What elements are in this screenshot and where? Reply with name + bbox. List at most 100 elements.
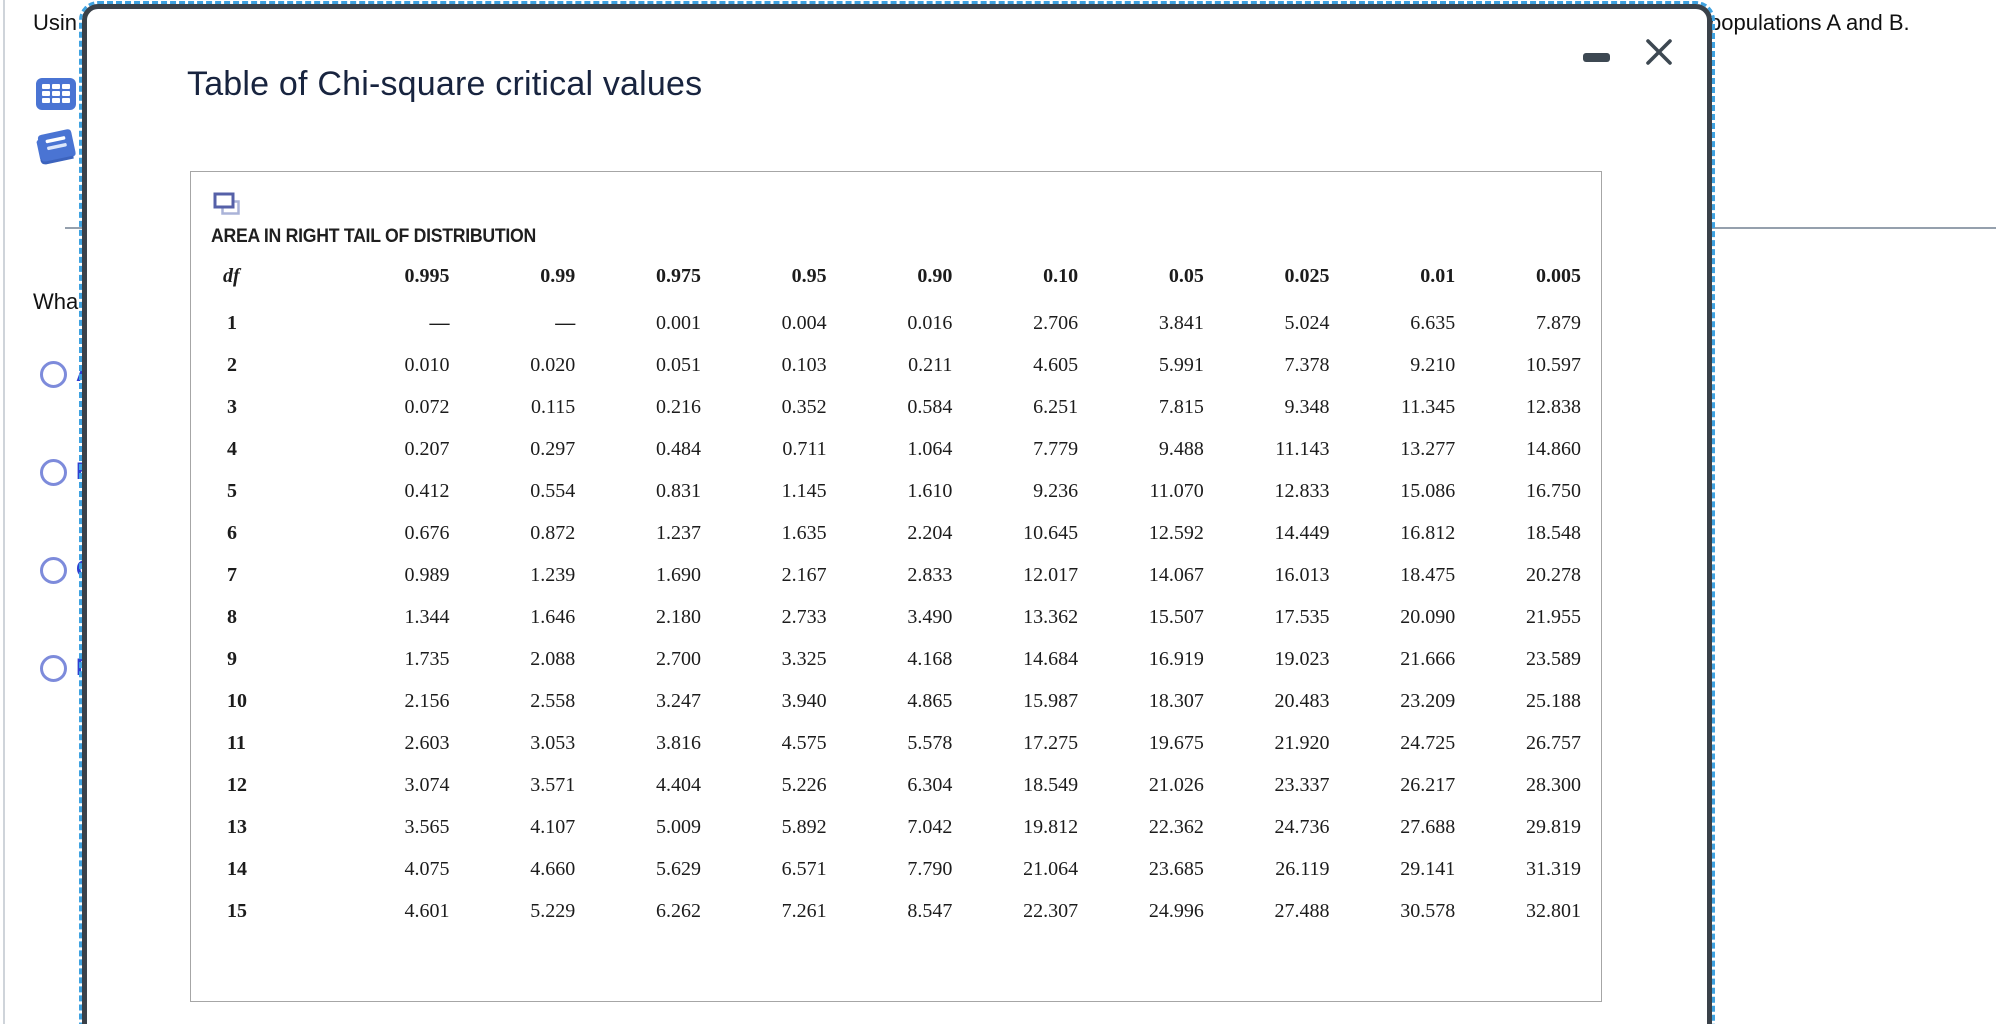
column-header: 0.10 [1043, 265, 1079, 287]
table-cell: 24.736 [1274, 815, 1330, 838]
question-intro-text-right: populations A and B. [1709, 10, 1910, 35]
table-row: 6 0.676 0.872 1.237 1.635 2.204 10.645 12.592 14… [209, 512, 1583, 554]
table-cell: 16.750 [1526, 479, 1581, 502]
table-cell: 16.812 [1400, 521, 1456, 544]
table-cell: 10.597 [1526, 353, 1581, 376]
chi-square-table-image: AREA IN RIGHT TAIL OF DISTRIBUTION df 0.9… [190, 171, 1602, 1002]
table-cell: 0.412 [404, 479, 450, 502]
table-cell: 3.325 [781, 647, 827, 670]
table-row: 12 3.074 3.571 4.404 5.226 6.304 18.549 21.026 2… [209, 764, 1583, 806]
column-header: 0.05 [1168, 265, 1204, 287]
table-cell: 0.584 [907, 395, 953, 418]
table-cell: 5.009 [655, 815, 701, 838]
table-cell: 0.989 [404, 563, 450, 586]
table-cell: 7.042 [907, 815, 953, 838]
table-cell: 1.690 [655, 563, 701, 586]
minimize-icon[interactable] [1583, 53, 1610, 62]
table-cell: 12.017 [1023, 563, 1079, 586]
table-cell: 0.072 [404, 395, 450, 418]
table-cell: 0.711 [782, 437, 827, 460]
table-cell: 15.086 [1400, 479, 1456, 502]
table-cell: 2.156 [404, 689, 450, 712]
table-cell: 2.088 [530, 647, 576, 670]
table-cell: 17.275 [1023, 731, 1079, 754]
table-cell: 18.548 [1526, 521, 1581, 544]
table-cell: 7.779 [1033, 437, 1079, 460]
copy-icon[interactable] [213, 192, 241, 216]
table-row: 11 2.603 3.053 3.816 4.575 5.578 17.275 19.675 2… [209, 722, 1583, 764]
df-value: 14 [227, 857, 247, 880]
table-header-row: df 0.995 0.99 0.975 0.95 0.90 0.10 0.05 0.025 0.0… [209, 262, 1583, 302]
table-cell: 13.362 [1023, 605, 1079, 628]
table-cell: 0.004 [781, 311, 827, 334]
table-cell: 16.919 [1148, 647, 1204, 670]
df-value: 9 [227, 647, 237, 670]
df-value: 12 [227, 773, 247, 796]
table-cell: 28.300 [1526, 773, 1581, 796]
table-cell: 1.344 [404, 605, 450, 628]
table-cell: 1.239 [530, 563, 576, 586]
table-cell: 0.103 [781, 353, 827, 376]
chi-square-table: df 0.995 0.99 0.975 0.95 0.90 0.10 0.05 0.025 0.0… [209, 262, 1583, 932]
table-cell: 20.090 [1400, 605, 1456, 628]
radio-button-icon[interactable] [40, 360, 67, 388]
table-cell: 5.629 [655, 857, 701, 880]
table-cell: 12.833 [1274, 479, 1330, 502]
table-cell: 3.565 [404, 815, 450, 838]
table-cell: 17.535 [1274, 605, 1330, 628]
table-row: 4 0.207 0.297 0.484 0.711 1.064 7.779 9.488 11.1… [209, 428, 1583, 470]
table-cell: 19.675 [1148, 731, 1204, 754]
table-cell: 0.207 [404, 437, 450, 460]
table-cell: 5.991 [1158, 353, 1204, 376]
table-cell: 24.725 [1400, 731, 1456, 754]
table-heading: AREA IN RIGHT TAIL OF DISTRIBUTION [211, 226, 536, 247]
answer-option-b[interactable]: B [40, 458, 93, 486]
df-value: 11 [227, 731, 246, 754]
book-icon[interactable] [34, 128, 78, 165]
table-cell: 8.547 [907, 899, 953, 922]
table-cell: 21.064 [1023, 857, 1079, 880]
table-row: 10 2.156 2.558 3.247 3.940 4.865 15.987 18.307 2… [209, 680, 1583, 722]
table-cell: — [555, 311, 576, 334]
table-cell: 7.790 [907, 857, 953, 880]
table-row: 1 — — 0.001 0.004 0.016 2.706 3.841 5.024 6.635 7.… [209, 302, 1583, 344]
table-cell: 23.209 [1400, 689, 1456, 712]
close-icon[interactable] [1639, 33, 1679, 73]
table-cell: 14.067 [1148, 563, 1204, 586]
radio-button-icon[interactable] [40, 556, 67, 584]
table-cell: 3.571 [530, 773, 576, 796]
table-cell: 0.872 [530, 521, 576, 544]
table-cell: 3.247 [655, 689, 701, 712]
table-cell: 16.013 [1274, 563, 1330, 586]
table-cell: 20.278 [1526, 563, 1581, 586]
table-cell: 11.345 [1400, 395, 1456, 418]
table-cell: 0.831 [655, 479, 701, 502]
radio-button-icon[interactable] [40, 458, 67, 486]
table-cell: 25.188 [1526, 689, 1581, 712]
table-cell: 3.074 [404, 773, 450, 796]
radio-button-icon[interactable] [40, 654, 67, 682]
df-value: 1 [227, 311, 237, 334]
table-cell: 0.016 [907, 311, 953, 334]
table-cell: 2.558 [530, 689, 576, 712]
table-grid-icon[interactable] [34, 76, 78, 112]
table-cell: 14.449 [1274, 521, 1330, 544]
table-cell: 21.955 [1526, 605, 1581, 628]
table-cell: 2.603 [404, 731, 450, 754]
column-header: 0.995 [404, 265, 450, 287]
table-cell: 4.660 [530, 857, 576, 880]
table-row: 5 0.412 0.554 0.831 1.145 1.610 9.236 11.070 12.… [209, 470, 1583, 512]
table-cell: 1.610 [907, 479, 953, 502]
df-value: 4 [227, 437, 237, 460]
table-cell: 0.010 [404, 353, 450, 376]
table-cell: 2.706 [1033, 311, 1079, 334]
table-cell: 2.733 [781, 605, 827, 628]
table-cell: 15.987 [1023, 689, 1079, 712]
table-row: 8 1.344 1.646 2.180 2.733 3.490 13.362 15.507 17… [209, 596, 1583, 638]
table-cell: 21.920 [1274, 731, 1330, 754]
table-cell: 0.352 [781, 395, 827, 418]
table-cell: 4.605 [1033, 353, 1079, 376]
df-value: 2 [227, 353, 237, 376]
table-cell: 1.237 [655, 521, 701, 544]
column-header: 0.90 [917, 265, 953, 287]
